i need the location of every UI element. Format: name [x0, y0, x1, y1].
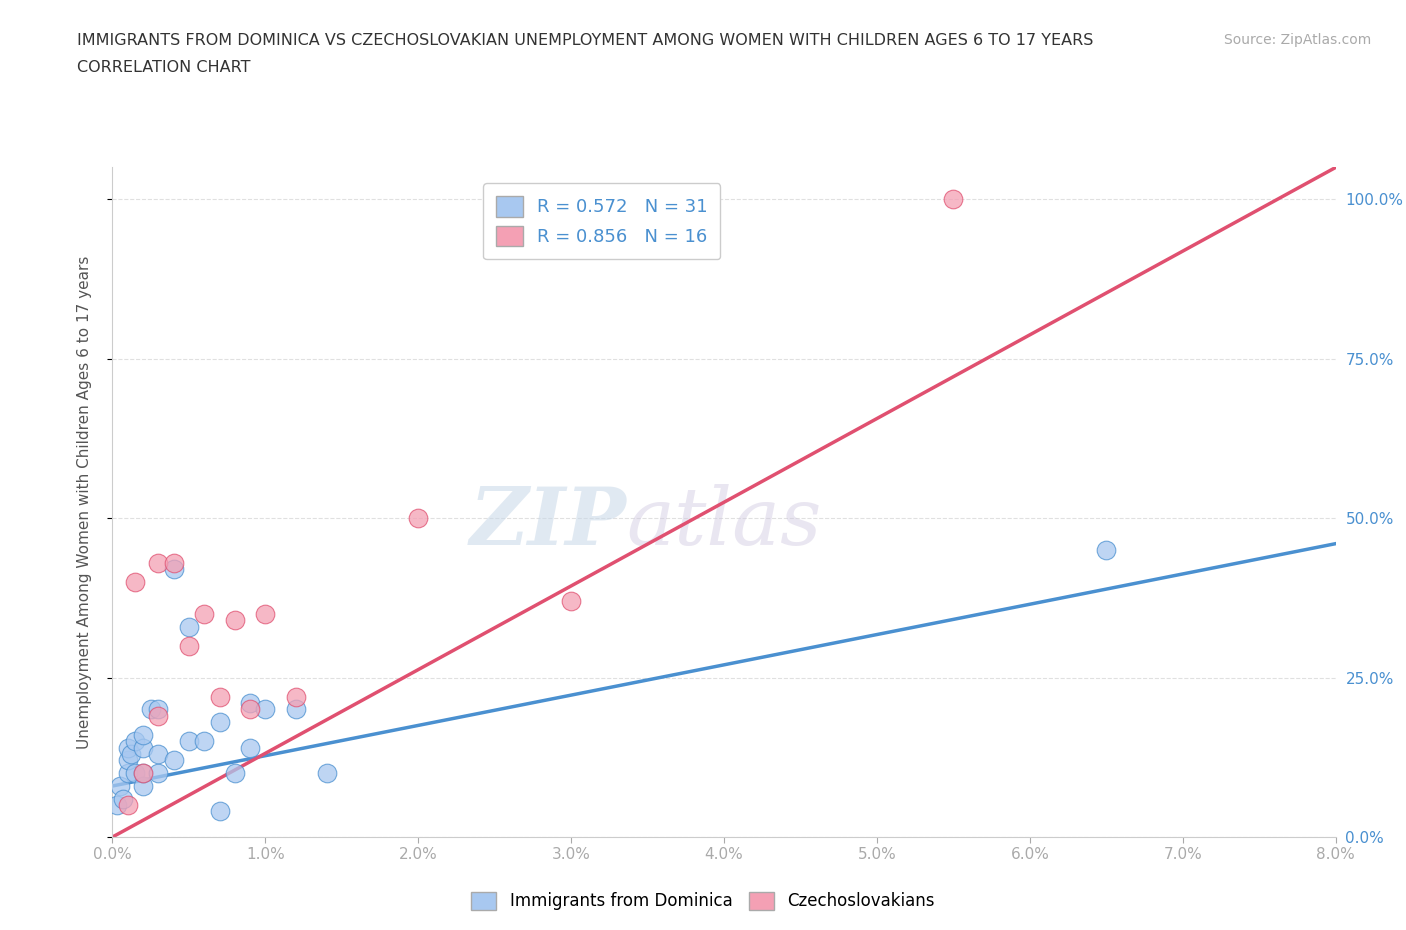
Text: atlas: atlas — [626, 484, 821, 561]
Legend: Immigrants from Dominica, Czechoslovakians: Immigrants from Dominica, Czechoslovakia… — [464, 885, 942, 917]
Point — [124, 765, 146, 780]
Point — [163, 753, 186, 768]
Point — [124, 734, 146, 749]
Point — [193, 606, 215, 621]
Point — [163, 562, 186, 577]
Point — [239, 696, 262, 711]
Point — [132, 765, 155, 780]
Point — [284, 689, 308, 704]
Text: CORRELATION CHART: CORRELATION CHART — [77, 60, 250, 75]
Point — [132, 727, 155, 742]
Point — [148, 702, 170, 717]
Point — [124, 575, 146, 590]
Point — [117, 765, 139, 780]
Point — [224, 613, 246, 628]
Point — [177, 638, 200, 653]
Point — [560, 593, 582, 608]
Point — [315, 765, 337, 780]
Point — [148, 765, 170, 780]
Point — [224, 765, 246, 780]
Point — [108, 778, 131, 793]
Text: Source: ZipAtlas.com: Source: ZipAtlas.com — [1223, 33, 1371, 46]
Point — [1095, 542, 1118, 557]
Point — [148, 555, 170, 570]
Point — [117, 740, 139, 755]
Point — [163, 555, 186, 570]
Point — [408, 511, 430, 525]
Point — [254, 606, 277, 621]
Point — [112, 791, 135, 806]
Point — [132, 765, 155, 780]
Point — [148, 709, 170, 724]
Point — [208, 804, 231, 819]
Legend: R = 0.572   N = 31, R = 0.856   N = 16: R = 0.572 N = 31, R = 0.856 N = 16 — [484, 183, 720, 259]
Point — [284, 702, 308, 717]
Point — [239, 740, 262, 755]
Point — [177, 619, 200, 634]
Point — [139, 702, 162, 717]
Point — [132, 778, 155, 793]
Y-axis label: Unemployment Among Women with Children Ages 6 to 17 years: Unemployment Among Women with Children A… — [77, 256, 91, 749]
Point — [117, 753, 139, 768]
Point — [254, 702, 277, 717]
Point — [208, 689, 231, 704]
Point — [120, 747, 142, 762]
Point — [117, 798, 139, 813]
Text: ZIP: ZIP — [470, 484, 626, 561]
Point — [132, 740, 155, 755]
Point — [193, 734, 215, 749]
Point — [105, 798, 128, 813]
Text: IMMIGRANTS FROM DOMINICA VS CZECHOSLOVAKIAN UNEMPLOYMENT AMONG WOMEN WITH CHILDR: IMMIGRANTS FROM DOMINICA VS CZECHOSLOVAK… — [77, 33, 1094, 47]
Point — [148, 747, 170, 762]
Point — [208, 715, 231, 730]
Point — [177, 734, 200, 749]
Point — [942, 192, 965, 206]
Point — [239, 702, 262, 717]
